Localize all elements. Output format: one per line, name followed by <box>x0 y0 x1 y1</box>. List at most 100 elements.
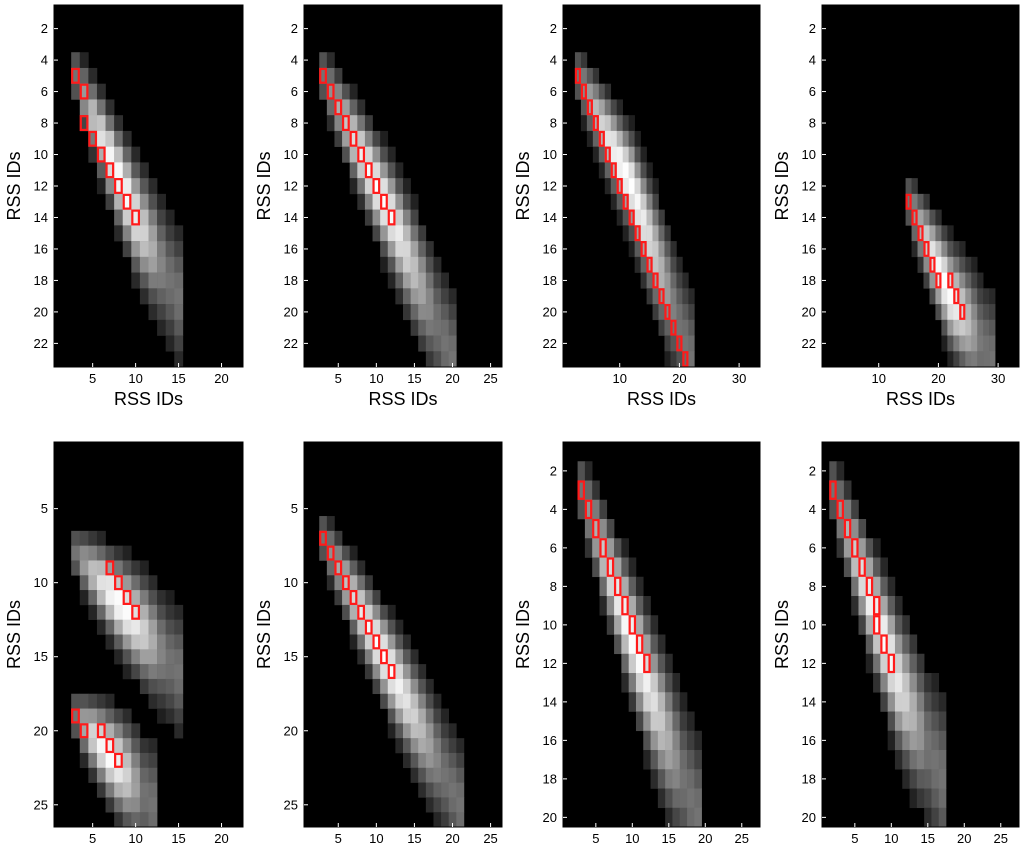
heatmap-cell <box>418 708 427 724</box>
heatmap-cell <box>139 664 149 680</box>
heatmap-cell <box>105 115 115 132</box>
heatmap-cell <box>916 788 925 809</box>
heatmap-cell <box>448 738 457 754</box>
heatmap-cell <box>983 319 990 336</box>
heatmap-cells <box>574 52 695 368</box>
path-marker <box>851 538 859 558</box>
path-marker <box>610 162 617 179</box>
heatmap-cell <box>586 67 594 84</box>
heatmap-cell <box>395 256 404 273</box>
y-tick-label: 16 <box>802 241 816 256</box>
heatmap-cell <box>610 178 618 195</box>
heatmap-cell <box>606 596 615 616</box>
heatmap-cell <box>105 193 115 210</box>
heatmap-cell <box>165 708 175 724</box>
heatmap-cell <box>616 178 623 195</box>
heatmap-cell <box>977 351 984 368</box>
heatmap-cell <box>880 615 888 635</box>
path-marker <box>599 538 607 558</box>
heatmap-cell <box>858 596 867 616</box>
y-tick-label: 4 <box>550 53 557 68</box>
heatmap-cell <box>628 557 637 578</box>
path-marker <box>658 288 665 305</box>
x-axis-label: RSS IDs <box>368 389 437 409</box>
path-marker <box>372 634 381 650</box>
heatmap-cell <box>71 723 81 739</box>
heatmap-cell <box>657 692 666 712</box>
heatmap-cell <box>441 304 449 321</box>
heatmap-cell <box>916 769 925 789</box>
heatmap-cell <box>410 256 419 273</box>
heatmap-cell <box>931 730 940 751</box>
path-marker <box>836 499 844 520</box>
heatmap-cell <box>441 782 449 798</box>
path-marker <box>935 272 942 289</box>
x-tick-label: 20 <box>931 371 945 386</box>
heatmap-cell <box>157 634 166 650</box>
heatmap-cell <box>105 99 115 116</box>
heatmap-cell <box>174 256 184 273</box>
heatmap-cell <box>425 767 434 783</box>
x-axis-label: RSS IDs <box>886 849 955 852</box>
path-marker <box>646 256 653 273</box>
heatmap-cell <box>105 545 115 561</box>
y-tick-label: 12 <box>34 179 48 194</box>
heatmap-cell <box>148 812 158 828</box>
heatmap-cell <box>616 115 623 132</box>
heatmap-cell <box>441 708 449 724</box>
heatmap-cell <box>114 738 124 754</box>
y-tick-label: 2 <box>550 463 557 478</box>
heatmap-cell <box>148 634 158 650</box>
heatmap-cell <box>628 692 637 712</box>
x-axis-label: RSS IDs <box>114 849 183 852</box>
heatmap-cell <box>349 146 358 163</box>
heatmap-cell <box>610 162 618 179</box>
heatmap-cell <box>372 209 381 226</box>
heatmap-cell <box>959 304 966 321</box>
heatmap-cell <box>938 788 947 809</box>
heatmap-cell <box>598 99 606 116</box>
heatmap-cell <box>606 519 615 539</box>
heatmap-cell <box>664 319 671 336</box>
y-tick-label: 20 <box>543 810 557 825</box>
heatmap-cell <box>604 99 612 116</box>
heatmap-cell <box>448 797 457 813</box>
heatmap-cell <box>357 590 366 606</box>
heatmap-cell <box>433 304 442 321</box>
heatmap-cell <box>403 209 411 226</box>
heatmap-cell <box>342 115 350 132</box>
heatmap-cell <box>902 730 910 751</box>
heatmap-cell <box>165 241 175 258</box>
y-tick-label: 10 <box>284 147 298 162</box>
heatmap-cell <box>105 590 115 606</box>
heatmap-cell <box>640 272 647 289</box>
heatmap-cell <box>672 769 681 789</box>
heatmap-cell <box>79 752 89 769</box>
heatmap-cell <box>622 193 629 210</box>
heatmap-cell <box>650 730 659 751</box>
heatmap-cell <box>672 788 681 809</box>
y-tick-label: 12 <box>543 179 557 194</box>
heatmap-cell <box>584 480 593 501</box>
path-marker <box>387 209 396 226</box>
x-tick-label: 15 <box>921 831 935 846</box>
heatmap-cell <box>858 538 867 558</box>
path-marker <box>71 67 80 84</box>
heatmap-cell <box>652 304 659 321</box>
y-tick-label: 10 <box>543 147 557 162</box>
heatmap-panel-6: 5 10 15 20 25 5 10 15 20 25 RSS IDs RSS IDs <box>254 441 503 852</box>
heatmap-cell <box>105 162 115 179</box>
path-marker <box>364 619 373 635</box>
heatmap-cell <box>349 545 358 561</box>
heatmap-cell <box>643 711 651 732</box>
heatmap-cell <box>894 673 903 693</box>
heatmap-cell <box>616 162 623 179</box>
heatmap-cell <box>342 545 350 561</box>
heatmap-cell <box>887 615 896 635</box>
heatmap-cell <box>114 604 124 620</box>
heatmap-cell <box>96 146 106 163</box>
heatmap-cell <box>923 272 930 289</box>
heatmap-cell <box>887 673 896 693</box>
y-axis-label: RSS IDs <box>772 600 792 669</box>
axes-frame <box>303 441 503 828</box>
